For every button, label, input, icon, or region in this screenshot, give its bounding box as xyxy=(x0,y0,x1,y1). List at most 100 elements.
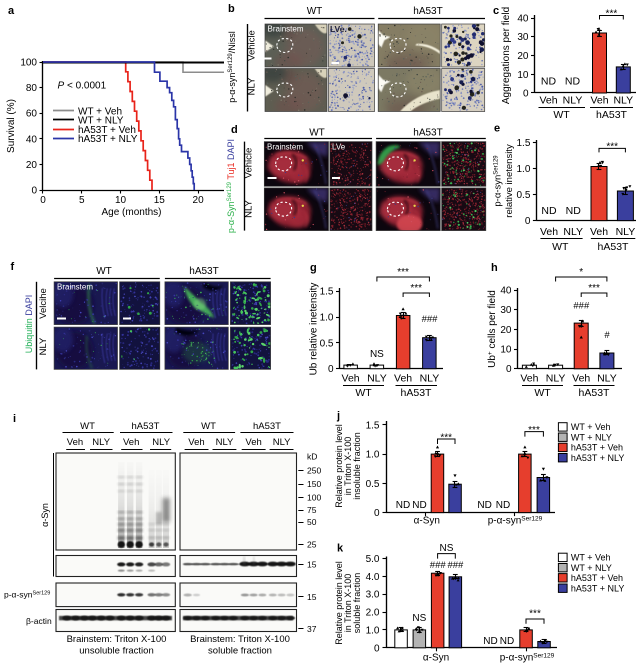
svg-text:in Triton X-100: in Triton X-100 xyxy=(343,437,353,496)
svg-text:***: *** xyxy=(606,142,618,153)
svg-text:Survival (%): Survival (%) xyxy=(6,99,17,153)
svg-text:hA53T: hA53T xyxy=(189,266,218,277)
svg-text:WT: WT xyxy=(96,266,112,277)
svg-text:Veh: Veh xyxy=(394,373,412,385)
svg-text:NLY: NLY xyxy=(613,95,633,107)
svg-text:g: g xyxy=(310,262,317,274)
svg-text:j: j xyxy=(336,410,340,422)
svg-text:NLY: NLY xyxy=(216,437,234,448)
svg-text:80: 80 xyxy=(26,83,38,94)
svg-text:e: e xyxy=(494,123,500,135)
svg-text:LVe.: LVe. xyxy=(330,24,347,34)
svg-text:37: 37 xyxy=(307,624,317,634)
svg-text:c: c xyxy=(493,5,499,17)
svg-text:WT: WT xyxy=(534,387,551,399)
svg-text:***: *** xyxy=(440,433,452,444)
svg-text:hA53T + NLY: hA53T + NLY xyxy=(78,134,138,145)
svg-text:ND: ND xyxy=(477,500,491,511)
svg-text:***: *** xyxy=(588,283,600,294)
svg-text:α-Syn: α-Syn xyxy=(423,653,449,664)
svg-text:hA53T: hA53T xyxy=(579,387,611,399)
svg-text:ND: ND xyxy=(565,76,581,88)
svg-text:0: 0 xyxy=(506,364,512,375)
svg-text:40: 40 xyxy=(517,14,529,25)
svg-text:α-Syn: α-Syn xyxy=(414,516,440,527)
svg-text:0: 0 xyxy=(525,216,531,227)
svg-text:Veh: Veh xyxy=(572,373,590,385)
svg-text:f: f xyxy=(11,261,15,273)
svg-text:Vehicle: Vehicle xyxy=(244,148,255,179)
svg-text:Veh: Veh xyxy=(188,437,204,448)
svg-text:Relative protein level: Relative protein level xyxy=(334,424,344,508)
svg-text:NLY: NLY xyxy=(616,226,636,238)
svg-text:Brainstem: Brainstem xyxy=(268,25,304,34)
svg-text:2.0: 2.0 xyxy=(366,608,380,619)
svg-text:WT + Veh: WT + Veh xyxy=(571,422,611,432)
svg-text:WT + Veh: WT + Veh xyxy=(78,106,122,117)
svg-text:Veh: Veh xyxy=(123,437,139,448)
svg-text:p-α-synSer129: p-α-synSer129 xyxy=(493,155,504,207)
svg-text:ND: ND xyxy=(541,205,557,217)
svg-text:Brainstem: Brainstem xyxy=(267,143,303,152)
svg-text:###: ### xyxy=(447,560,464,571)
svg-text:p-α-SynSer129 Tuj1 DAPI: p-α-SynSer129 Tuj1 DAPI xyxy=(226,139,236,233)
svg-text:soluble fraction: soluble fraction xyxy=(352,573,362,634)
svg-text:50: 50 xyxy=(307,517,317,527)
svg-text:1.0: 1.0 xyxy=(366,625,380,636)
svg-text:10: 10 xyxy=(517,70,529,81)
svg-text:0.5: 0.5 xyxy=(320,338,334,349)
svg-text:Vehicle: Vehicle xyxy=(247,30,258,61)
svg-text:NLY: NLY xyxy=(563,95,583,107)
svg-text:b: b xyxy=(228,3,235,15)
svg-text:30: 30 xyxy=(500,305,512,316)
svg-text:soluble fraction: soluble fraction xyxy=(208,646,272,657)
svg-text:hA53T + Veh: hA53T + Veh xyxy=(571,573,623,583)
svg-text:Veh: Veh xyxy=(590,226,608,238)
svg-text:30: 30 xyxy=(517,32,529,43)
svg-text:1.0: 1.0 xyxy=(320,313,334,324)
svg-text:100: 100 xyxy=(307,493,321,503)
svg-text:40: 40 xyxy=(26,134,38,145)
svg-text:k: k xyxy=(337,543,344,555)
svg-text:a: a xyxy=(8,5,15,17)
svg-text:0: 0 xyxy=(374,508,380,519)
svg-text:NLY: NLY xyxy=(273,437,291,448)
svg-text:4.0: 4.0 xyxy=(366,572,380,583)
svg-text:***: *** xyxy=(606,9,618,20)
svg-text:NS: NS xyxy=(440,543,454,554)
svg-text:Relative protein level: Relative protein level xyxy=(334,561,344,645)
svg-text:ND: ND xyxy=(496,500,510,511)
svg-text:hA53T + Veh: hA53T + Veh xyxy=(571,443,623,453)
svg-text:15: 15 xyxy=(307,592,317,602)
svg-text:Ub relative inetensity: Ub relative inetensity xyxy=(309,283,320,376)
svg-text:in Triton X-100: in Triton X-100 xyxy=(343,574,353,633)
svg-text:LVe: LVe xyxy=(332,143,346,152)
svg-text:NLY: NLY xyxy=(563,226,583,238)
svg-text:***: *** xyxy=(410,283,422,294)
svg-text:hA53T + NLY: hA53T + NLY xyxy=(571,453,624,463)
svg-text:20: 20 xyxy=(517,51,529,62)
svg-text:Ub+ cells per field: Ub+ cells per field xyxy=(487,290,499,368)
svg-text:15: 15 xyxy=(154,195,166,206)
svg-text:WT + Veh: WT + Veh xyxy=(571,553,611,563)
svg-text:d: d xyxy=(231,124,238,136)
svg-text:0.5: 0.5 xyxy=(366,479,380,490)
svg-text:1.0: 1.0 xyxy=(366,450,380,461)
svg-text:hA53T: hA53T xyxy=(413,6,442,17)
svg-text:NLY: NLY xyxy=(597,373,617,385)
svg-text:β-actin: β-actin xyxy=(26,616,52,626)
svg-text:25: 25 xyxy=(307,539,317,549)
svg-text:i: i xyxy=(13,413,16,425)
svg-text:NLY: NLY xyxy=(152,437,170,448)
svg-text:hA53T: hA53T xyxy=(596,109,628,121)
svg-text:0: 0 xyxy=(31,186,37,197)
svg-text:ND: ND xyxy=(541,76,557,88)
svg-text:0: 0 xyxy=(328,364,334,375)
svg-text:1.5: 1.5 xyxy=(516,138,530,149)
svg-text:Veh: Veh xyxy=(590,95,608,107)
svg-text:ND: ND xyxy=(500,636,514,647)
svg-text:Veh: Veh xyxy=(342,373,360,385)
svg-text:100: 100 xyxy=(20,58,37,69)
svg-text:hA53T + Veh: hA53T + Veh xyxy=(78,125,136,136)
svg-text:Veh: Veh xyxy=(245,437,261,448)
